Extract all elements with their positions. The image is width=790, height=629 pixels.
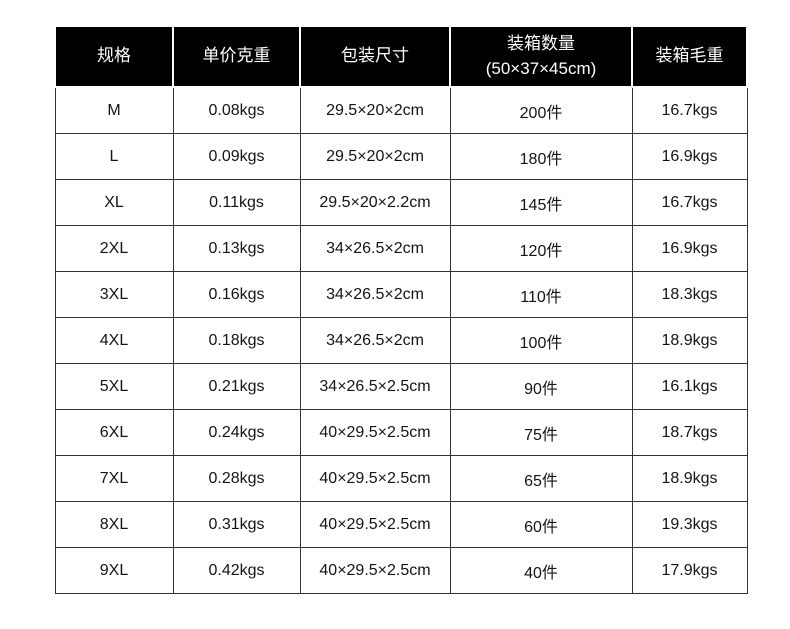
package-size-cell: 40×29.5×2.5cm	[299, 409, 451, 456]
gross-weight-cell: 16.1kgs	[631, 363, 748, 410]
gross-weight-cell: 18.9kgs	[631, 317, 748, 364]
box-quantity-cell: 65件	[449, 455, 633, 502]
table-row: L 0.09kgs 29.5×20×2cm 180件 16.9kgs	[54, 133, 748, 180]
table-row: 6XL 0.24kgs 40×29.5×2.5cm 75件 18.7kgs	[54, 409, 748, 456]
gross-weight-cell: 19.3kgs	[631, 501, 748, 548]
table-row: 5XL 0.21kgs 34×26.5×2.5cm 90件 16.1kgs	[54, 363, 748, 410]
spec-cell: XL	[54, 179, 174, 226]
box-quantity-cell: 200件	[449, 86, 633, 134]
table-row: 9XL 0.42kgs 40×29.5×2.5cm 40件 17.9kgs	[54, 547, 748, 594]
unit-weight-cell: 0.24kgs	[172, 409, 301, 456]
spec-cell: 6XL	[54, 409, 174, 456]
table-row: XL 0.11kgs 29.5×20×2.2cm 145件 16.7kgs	[54, 179, 748, 226]
table-row: 2XL 0.13kgs 34×26.5×2cm 120件 16.9kgs	[54, 225, 748, 272]
box-quantity-cell: 60件	[449, 501, 633, 548]
header-package-size: 包装尺寸	[299, 25, 451, 88]
gross-weight-cell: 18.3kgs	[631, 271, 748, 318]
table-row: 7XL 0.28kgs 40×29.5×2.5cm 65件 18.9kgs	[54, 455, 748, 502]
package-size-cell: 29.5×20×2cm	[299, 86, 451, 134]
header-gross-weight: 装箱毛重	[631, 25, 748, 88]
box-quantity-cell: 145件	[449, 179, 633, 226]
header-unit-weight: 单价克重	[172, 25, 301, 88]
package-size-cell: 34×26.5×2.5cm	[299, 363, 451, 410]
gross-weight-cell: 16.7kgs	[631, 179, 748, 226]
table-row: 4XL 0.18kgs 34×26.5×2cm 100件 18.9kgs	[54, 317, 748, 364]
unit-weight-cell: 0.31kgs	[172, 501, 301, 548]
package-size-cell: 29.5×20×2.2cm	[299, 179, 451, 226]
gross-weight-cell: 18.9kgs	[631, 455, 748, 502]
table-body: M 0.08kgs 29.5×20×2cm 200件 16.7kgs L 0.0…	[54, 86, 748, 594]
gross-weight-cell: 16.9kgs	[631, 225, 748, 272]
package-size-cell: 29.5×20×2cm	[299, 133, 451, 180]
unit-weight-cell: 0.09kgs	[172, 133, 301, 180]
spec-cell: M	[54, 86, 174, 134]
package-size-cell: 40×29.5×2.5cm	[299, 547, 451, 594]
box-quantity-cell: 40件	[449, 547, 633, 594]
header-gross-weight-label: 装箱毛重	[655, 46, 724, 66]
spec-cell: 7XL	[54, 455, 174, 502]
gross-weight-cell: 17.9kgs	[631, 547, 748, 594]
unit-weight-cell: 0.28kgs	[172, 455, 301, 502]
spec-cell: 8XL	[54, 501, 174, 548]
gross-weight-cell: 18.7kgs	[631, 409, 748, 456]
table-row: 3XL 0.16kgs 34×26.5×2cm 110件 18.3kgs	[54, 271, 748, 318]
spec-cell: L	[54, 133, 174, 180]
header-spec: 规格	[54, 25, 174, 88]
spec-cell: 4XL	[54, 317, 174, 364]
unit-weight-cell: 0.16kgs	[172, 271, 301, 318]
unit-weight-cell: 0.13kgs	[172, 225, 301, 272]
gross-weight-cell: 16.7kgs	[631, 86, 748, 134]
header-spec-label: 规格	[97, 46, 131, 66]
box-quantity-cell: 120件	[449, 225, 633, 272]
unit-weight-cell: 0.08kgs	[172, 86, 301, 134]
box-quantity-cell: 75件	[449, 409, 633, 456]
product-spec-table: 规格 单价克重 包装尺寸 装箱数量 (50×37×45cm) 装箱毛重 M 0.…	[54, 25, 748, 594]
spec-cell: 2XL	[54, 225, 174, 272]
header-box-quantity-sublabel: (50×37×45cm)	[485, 58, 597, 78]
package-size-cell: 40×29.5×2.5cm	[299, 455, 451, 502]
header-unit-weight-label: 单价克重	[202, 46, 271, 66]
box-quantity-cell: 180件	[449, 133, 633, 180]
box-quantity-cell: 110件	[449, 271, 633, 318]
header-box-quantity: 装箱数量 (50×37×45cm)	[449, 25, 633, 88]
package-size-cell: 34×26.5×2cm	[299, 271, 451, 318]
header-box-quantity-label: 装箱数量	[507, 33, 575, 53]
spec-cell: 5XL	[54, 363, 174, 410]
table-row: M 0.08kgs 29.5×20×2cm 200件 16.7kgs	[54, 86, 748, 134]
header-row: 规格 单价克重 包装尺寸 装箱数量 (50×37×45cm) 装箱毛重	[54, 25, 748, 88]
spec-cell: 3XL	[54, 271, 174, 318]
box-quantity-cell: 90件	[449, 363, 633, 410]
unit-weight-cell: 0.18kgs	[172, 317, 301, 364]
gross-weight-cell: 16.9kgs	[631, 133, 748, 180]
unit-weight-cell: 0.42kgs	[172, 547, 301, 594]
package-size-cell: 34×26.5×2cm	[299, 225, 451, 272]
package-size-cell: 34×26.5×2cm	[299, 317, 451, 364]
table-header: 规格 单价克重 包装尺寸 装箱数量 (50×37×45cm) 装箱毛重	[54, 25, 748, 88]
unit-weight-cell: 0.21kgs	[172, 363, 301, 410]
spec-cell: 9XL	[54, 547, 174, 594]
table-row: 8XL 0.31kgs 40×29.5×2.5cm 60件 19.3kgs	[54, 501, 748, 548]
header-package-size-label: 包装尺寸	[341, 46, 409, 66]
box-quantity-cell: 100件	[449, 317, 633, 364]
package-size-cell: 40×29.5×2.5cm	[299, 501, 451, 548]
unit-weight-cell: 0.11kgs	[172, 179, 301, 226]
